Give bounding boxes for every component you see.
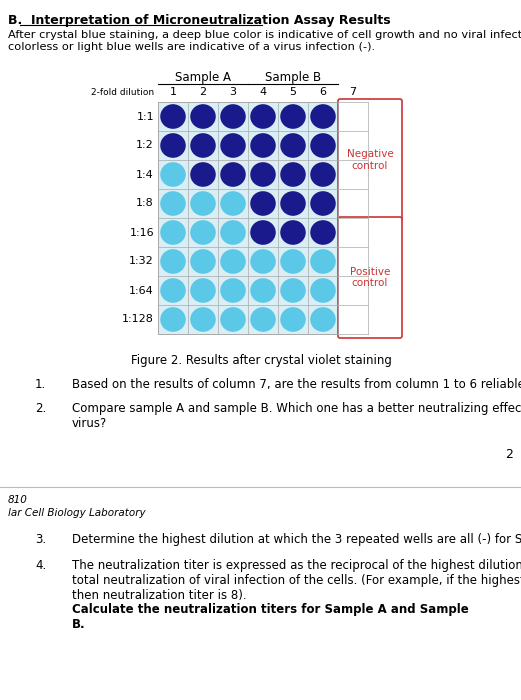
Text: 3.: 3. bbox=[35, 533, 46, 546]
Text: Sample B: Sample B bbox=[265, 71, 321, 84]
Ellipse shape bbox=[190, 278, 216, 303]
Text: 1: 1 bbox=[169, 87, 177, 97]
Ellipse shape bbox=[310, 278, 336, 303]
Ellipse shape bbox=[310, 162, 336, 187]
Ellipse shape bbox=[220, 162, 246, 187]
Text: 1:64: 1:64 bbox=[129, 286, 154, 295]
Ellipse shape bbox=[160, 104, 186, 129]
Bar bbox=[158, 102, 368, 334]
Text: 1:1: 1:1 bbox=[137, 111, 154, 122]
Text: 4.: 4. bbox=[35, 559, 46, 572]
Ellipse shape bbox=[250, 133, 276, 158]
Text: Compare sample A and sample B. Which one has a better neutralizing effect agains: Compare sample A and sample B. Which one… bbox=[72, 402, 521, 430]
Ellipse shape bbox=[190, 220, 216, 245]
Text: 2: 2 bbox=[200, 87, 206, 97]
Text: 1.: 1. bbox=[35, 378, 46, 391]
Ellipse shape bbox=[220, 307, 246, 332]
Ellipse shape bbox=[280, 249, 306, 274]
Ellipse shape bbox=[250, 191, 276, 216]
FancyBboxPatch shape bbox=[338, 217, 402, 338]
Ellipse shape bbox=[220, 191, 246, 216]
Text: 1:8: 1:8 bbox=[137, 199, 154, 209]
Text: The neutralization titer is expressed as the reciprocal of the highest dilution : The neutralization titer is expressed as… bbox=[72, 559, 521, 602]
Ellipse shape bbox=[280, 220, 306, 245]
Ellipse shape bbox=[280, 191, 306, 216]
Ellipse shape bbox=[220, 278, 246, 303]
Text: 1:2: 1:2 bbox=[137, 141, 154, 150]
Ellipse shape bbox=[340, 307, 366, 332]
Text: 2-fold dilution: 2-fold dilution bbox=[91, 88, 154, 97]
Text: 1:32: 1:32 bbox=[129, 256, 154, 267]
Ellipse shape bbox=[310, 191, 336, 216]
Ellipse shape bbox=[310, 133, 336, 158]
Ellipse shape bbox=[190, 162, 216, 187]
Ellipse shape bbox=[190, 133, 216, 158]
Ellipse shape bbox=[340, 249, 366, 274]
Ellipse shape bbox=[250, 249, 276, 274]
Ellipse shape bbox=[340, 191, 366, 216]
Text: Figure 2. Results after crystal violet staining: Figure 2. Results after crystal violet s… bbox=[131, 354, 391, 367]
Ellipse shape bbox=[310, 104, 336, 129]
Ellipse shape bbox=[340, 133, 366, 158]
Text: 4: 4 bbox=[259, 87, 267, 97]
Ellipse shape bbox=[310, 307, 336, 332]
Ellipse shape bbox=[340, 220, 366, 245]
Ellipse shape bbox=[220, 104, 246, 129]
Text: Negative
control: Negative control bbox=[346, 149, 393, 171]
Ellipse shape bbox=[340, 278, 366, 303]
Ellipse shape bbox=[250, 220, 276, 245]
Text: 1:128: 1:128 bbox=[122, 314, 154, 325]
Ellipse shape bbox=[250, 278, 276, 303]
Ellipse shape bbox=[280, 162, 306, 187]
Text: Based on the results of column 7, are the results from column 1 to 6 reliable or: Based on the results of column 7, are th… bbox=[72, 378, 521, 391]
Text: 2.: 2. bbox=[35, 402, 46, 415]
Ellipse shape bbox=[160, 278, 186, 303]
Ellipse shape bbox=[160, 307, 186, 332]
Ellipse shape bbox=[310, 220, 336, 245]
Ellipse shape bbox=[160, 191, 186, 216]
Ellipse shape bbox=[220, 249, 246, 274]
Text: 1:16: 1:16 bbox=[129, 228, 154, 237]
Ellipse shape bbox=[250, 162, 276, 187]
Ellipse shape bbox=[310, 249, 336, 274]
Text: 810: 810 bbox=[8, 495, 28, 505]
Ellipse shape bbox=[250, 307, 276, 332]
Ellipse shape bbox=[220, 220, 246, 245]
Ellipse shape bbox=[190, 104, 216, 129]
Ellipse shape bbox=[190, 307, 216, 332]
Ellipse shape bbox=[280, 133, 306, 158]
Ellipse shape bbox=[190, 249, 216, 274]
Text: 1:4: 1:4 bbox=[137, 169, 154, 179]
Ellipse shape bbox=[160, 249, 186, 274]
Text: 6: 6 bbox=[319, 87, 327, 97]
Ellipse shape bbox=[190, 191, 216, 216]
Text: Positive
control: Positive control bbox=[350, 267, 390, 288]
Text: 3: 3 bbox=[229, 87, 237, 97]
Ellipse shape bbox=[250, 104, 276, 129]
Text: 7: 7 bbox=[350, 87, 356, 97]
Text: B.  Interpretation of Microneutralization Assay Results: B. Interpretation of Microneutralization… bbox=[8, 14, 391, 27]
Ellipse shape bbox=[160, 133, 186, 158]
FancyBboxPatch shape bbox=[338, 99, 402, 221]
Ellipse shape bbox=[160, 220, 186, 245]
Ellipse shape bbox=[340, 104, 366, 129]
Text: lar Cell Biology Laboratory: lar Cell Biology Laboratory bbox=[8, 508, 146, 518]
Ellipse shape bbox=[160, 162, 186, 187]
Text: Sample A: Sample A bbox=[175, 71, 231, 84]
Ellipse shape bbox=[280, 307, 306, 332]
Ellipse shape bbox=[280, 278, 306, 303]
Text: 2: 2 bbox=[505, 448, 513, 461]
Ellipse shape bbox=[340, 162, 366, 187]
Ellipse shape bbox=[220, 133, 246, 158]
Text: After crystal blue staining, a deep blue color is indicative of cell growth and : After crystal blue staining, a deep blue… bbox=[8, 30, 521, 52]
Text: Calculate the neutralization titers for Sample A and Sample
B.: Calculate the neutralization titers for … bbox=[72, 603, 469, 631]
Ellipse shape bbox=[280, 104, 306, 129]
Text: Determine the highest dilution at which the 3 repeated wells are all (-) for Sam: Determine the highest dilution at which … bbox=[72, 533, 521, 546]
Text: 5: 5 bbox=[290, 87, 296, 97]
